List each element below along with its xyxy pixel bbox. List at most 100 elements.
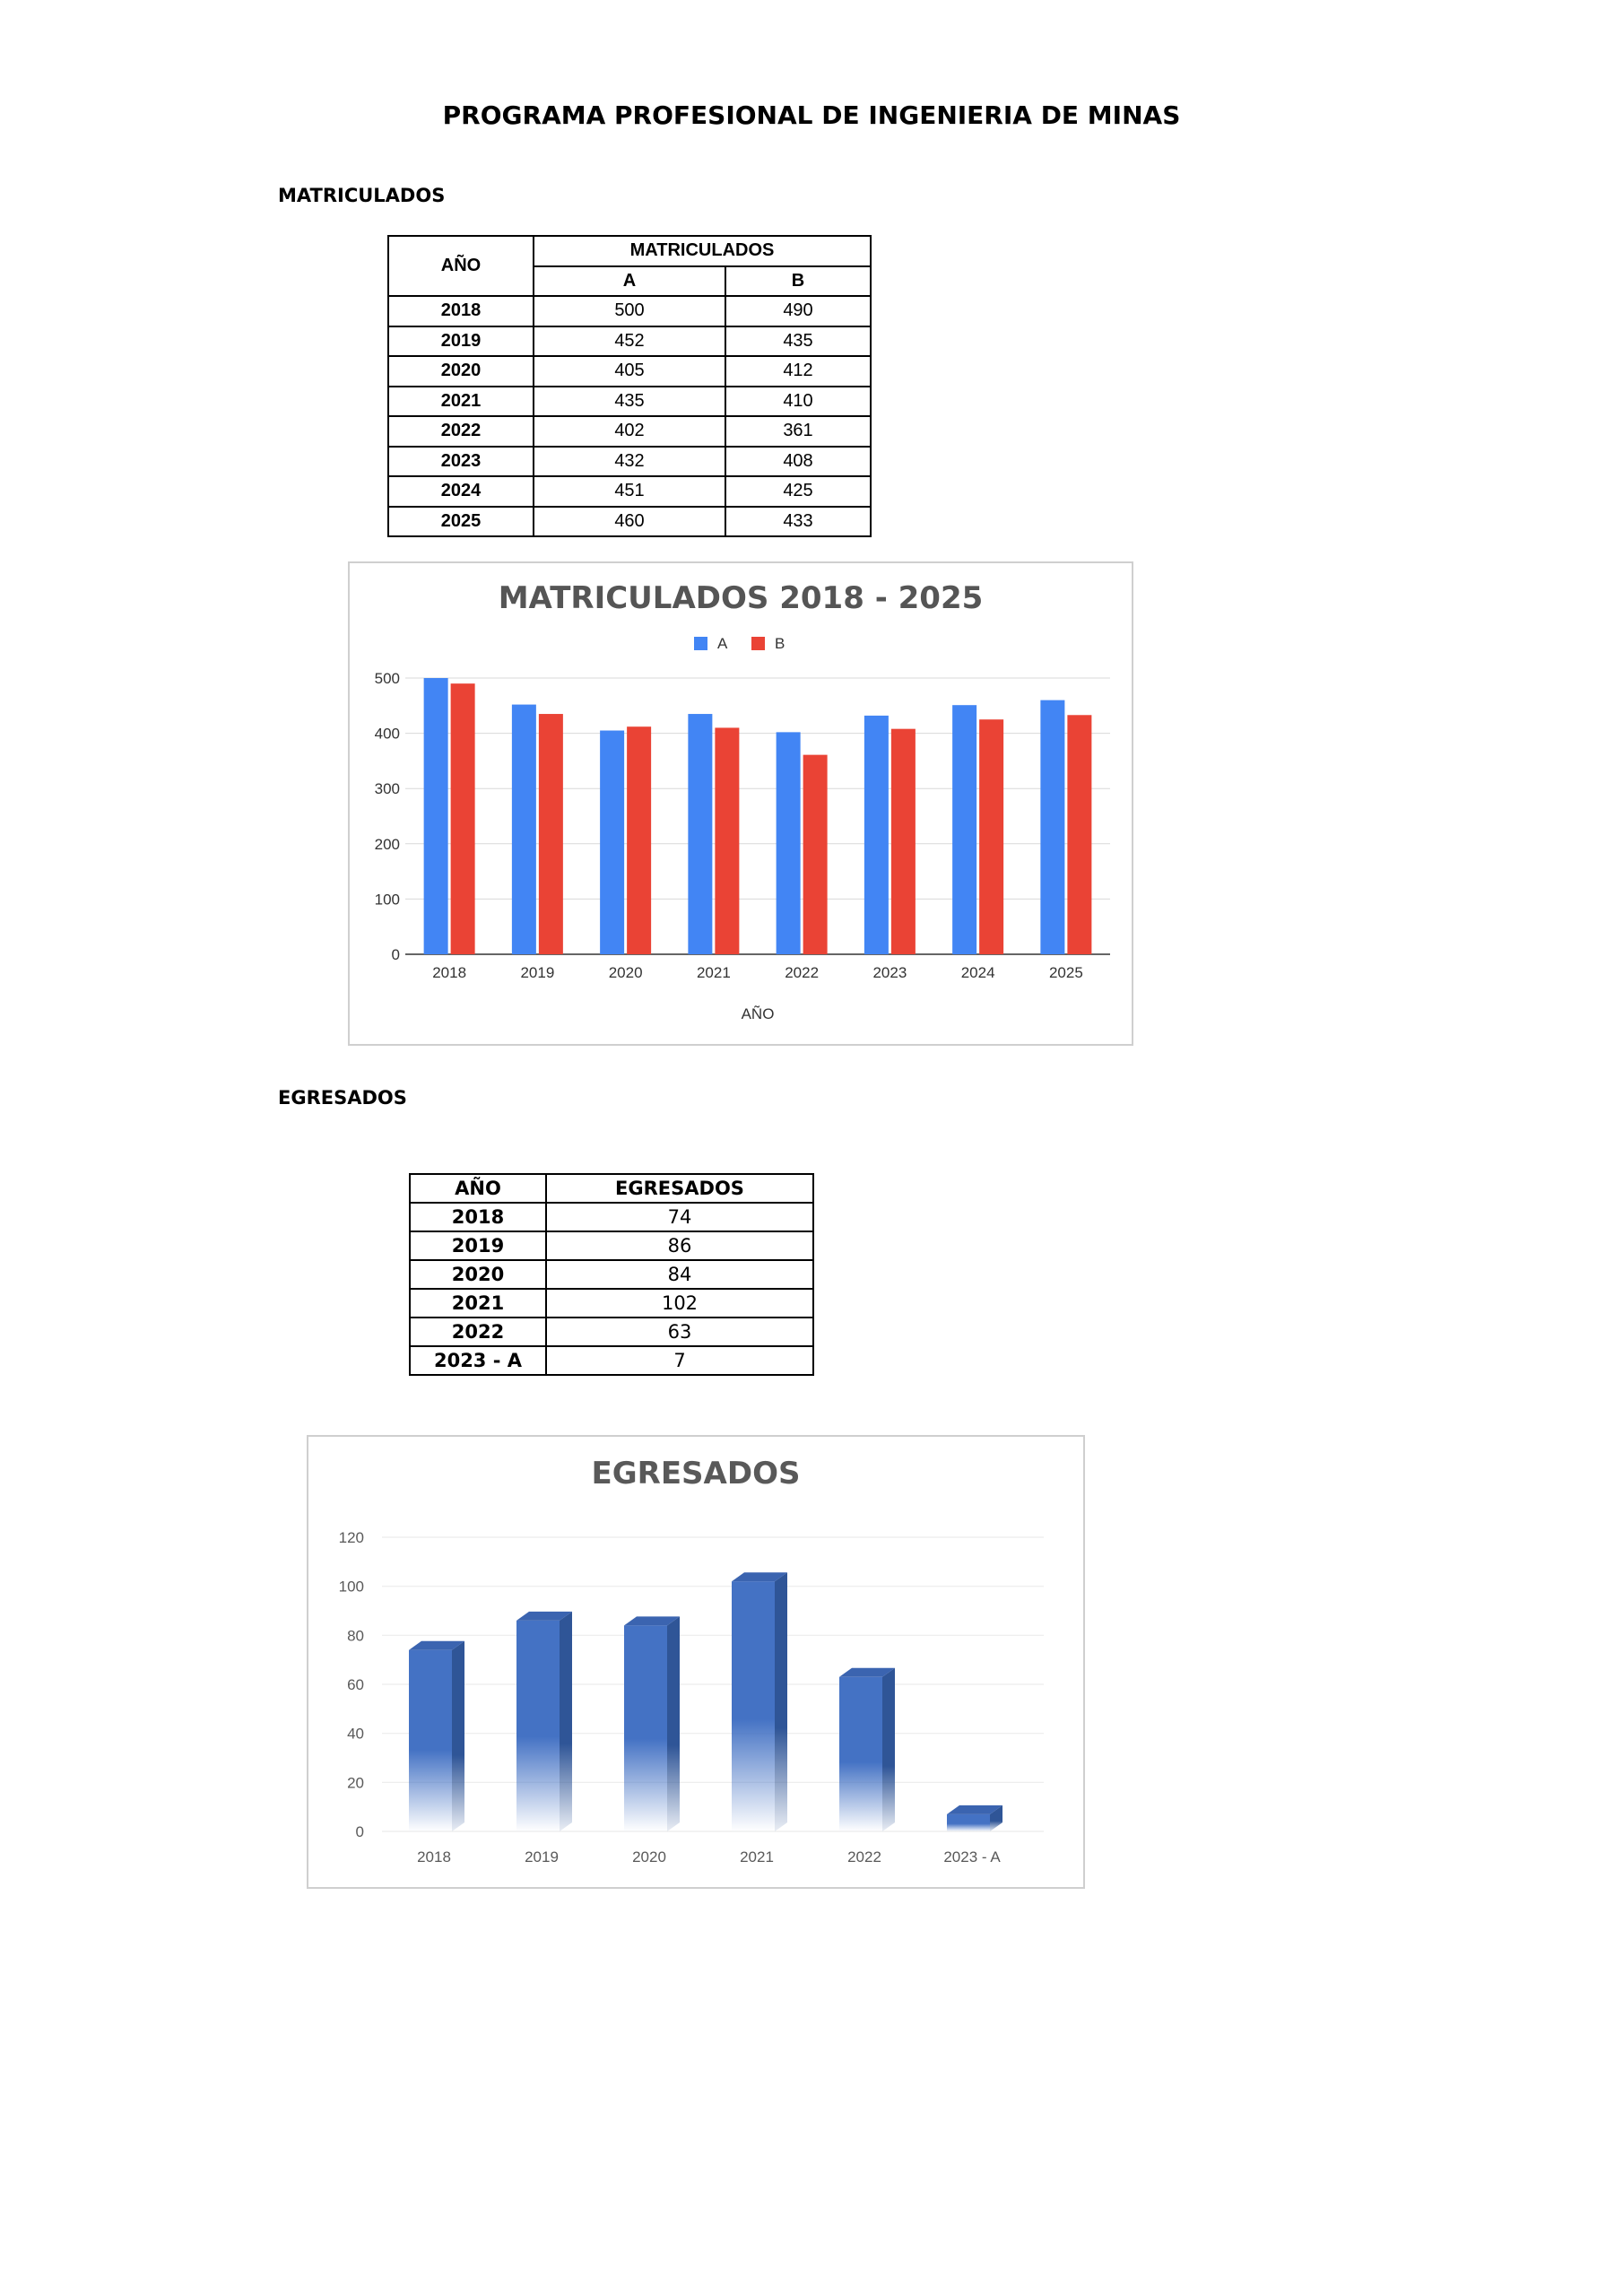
table-header-b: B	[725, 265, 872, 297]
y-tick-label: 400	[375, 726, 400, 743]
bar-b-2021	[715, 727, 740, 954]
x-tick-label: 2019	[525, 1848, 559, 1866]
bar-a-2024	[952, 705, 977, 954]
legend-label-a: A	[717, 635, 728, 652]
table-cell-b: 425	[725, 475, 872, 508]
y-tick-label: 0	[392, 946, 400, 963]
table-cell-b: 433	[725, 505, 872, 537]
table-cell-b: 490	[725, 295, 872, 327]
egresados-bar-chart: EGRESADOS 0 20 40 60 80 100 120 2018 2019 2020 2021…	[339, 1456, 1044, 1866]
table-cell-value: 84	[545, 1259, 814, 1290]
table-row: 2022 63	[409, 1317, 814, 1347]
y-tick-label: 60	[347, 1676, 364, 1693]
bar-side-2021	[775, 1572, 787, 1831]
x-tick-label: 2021	[697, 964, 731, 981]
bar-front-2020	[624, 1625, 667, 1831]
y-tick-label: 40	[347, 1726, 364, 1743]
table-row: 2023 432 408	[387, 445, 872, 477]
table-cell-year: 2020	[409, 1259, 547, 1290]
table-cell-b: 408	[725, 445, 872, 477]
table-row: 2020 405 412	[387, 355, 872, 387]
bar-top-2021	[732, 1572, 787, 1582]
chart-title: EGRESADOS	[592, 1456, 801, 1492]
bar-b-2019	[538, 714, 563, 954]
table-cell-year: 2018	[409, 1202, 547, 1232]
bar-b-2025	[1067, 715, 1092, 954]
table-cell-year: 2025	[387, 505, 534, 537]
bar-b-2024	[979, 719, 1004, 954]
table-cell-b: 410	[725, 385, 872, 417]
egresados-table: AÑO EGRESADOS 2018 74 2019 86 2020 84 2021 1…	[409, 1173, 814, 1376]
matriculados-table: AÑO MATRICULADOS A B 2018 500 490 2019 452 4…	[387, 235, 872, 537]
y-tick-label: 120	[339, 1529, 364, 1546]
bar-side-2018	[452, 1640, 464, 1831]
bar-top-2023 - A	[947, 1805, 1002, 1814]
legend-swatch-b	[751, 637, 765, 650]
table-cell-a: 432	[533, 445, 726, 477]
bar-front-2019	[516, 1620, 560, 1831]
table-row: 2018 74	[409, 1202, 814, 1232]
table-cell-value: 7	[545, 1345, 814, 1376]
section-heading-matriculados: MATRICULADOS	[278, 185, 446, 206]
bar-front-2023 - A	[947, 1813, 990, 1831]
table-row: 2025 460 433	[387, 505, 872, 537]
x-tick-label: 2025	[1049, 964, 1083, 981]
table-row: 2020 84	[409, 1259, 814, 1290]
chart-title: MATRICULADOS 2018 - 2025	[499, 580, 984, 616]
bar-a-2025	[1040, 700, 1065, 954]
table-row: 2022 402 361	[387, 415, 872, 448]
bar-b-2023	[890, 728, 916, 954]
matriculados-chart-frame: MATRICULADOS 2018 - 2025 A B 0 100 200 300 400 5…	[348, 561, 1133, 1046]
table-row: 2021 102	[409, 1288, 814, 1318]
x-tick-label: 2022	[847, 1848, 881, 1866]
x-tick-label: 2019	[520, 964, 554, 981]
table-row: 2018 500 490	[387, 295, 872, 327]
bar-front-2022	[839, 1676, 882, 1831]
y-tick-label: 300	[375, 780, 400, 797]
bar-side-2019	[560, 1611, 572, 1831]
bar-a-2019	[511, 704, 536, 954]
x-tick-label: 2020	[609, 964, 643, 981]
table-cell-value: 63	[545, 1317, 814, 1347]
x-tick-label: 2020	[632, 1848, 666, 1866]
legend-swatch-a	[694, 637, 707, 650]
bar-top-2019	[516, 1611, 572, 1621]
x-tick-label: 2023 - A	[943, 1848, 1001, 1866]
table-cell-year: 2023 - A	[409, 1345, 547, 1376]
y-tick-label: 200	[375, 836, 400, 853]
x-tick-label: 2018	[432, 964, 466, 981]
y-tick-label: 500	[375, 670, 400, 687]
bar-side-2022	[882, 1667, 895, 1831]
table-cell-year: 2019	[387, 325, 534, 357]
table-row: 2024 451 425	[387, 475, 872, 508]
table-cell-year: 2018	[387, 295, 534, 327]
table-row: 2021 435 410	[387, 385, 872, 417]
table-cell-year: 2021	[387, 385, 534, 417]
table-cell-a: 451	[533, 475, 726, 508]
bar-front-2018	[409, 1649, 452, 1831]
x-tick-label: 2021	[740, 1848, 774, 1866]
bar-top-2022	[839, 1667, 895, 1677]
table-cell-value: 86	[545, 1231, 814, 1261]
bar-top-2018	[409, 1640, 464, 1650]
y-tick-label: 100	[339, 1578, 364, 1596]
bar-a-2021	[688, 714, 713, 954]
table-cell-year: 2024	[387, 475, 534, 508]
table-cell-value: 74	[545, 1202, 814, 1232]
bar-top-2020	[624, 1616, 680, 1626]
table-header-matriculados: MATRICULADOS	[533, 235, 872, 267]
table-cell-b: 435	[725, 325, 872, 357]
table-header-year: AÑO	[409, 1173, 547, 1204]
table-header-egresados: EGRESADOS	[545, 1173, 814, 1204]
bar-b-2020	[627, 726, 652, 954]
x-axis-label: AÑO	[742, 1005, 775, 1022]
y-tick-label: 100	[375, 891, 400, 908]
table-cell-a: 452	[533, 325, 726, 357]
bar-side-2020	[667, 1616, 680, 1831]
table-row: 2019 86	[409, 1231, 814, 1261]
x-tick-label: 2022	[785, 964, 819, 981]
table-cell-year: 2022	[387, 415, 534, 448]
egresados-chart-frame: EGRESADOS 0 20 40 60 80 100 120 2018 2019 2020 2021…	[307, 1435, 1085, 1889]
table-cell-year: 2020	[387, 355, 534, 387]
table-cell-year: 2023	[387, 445, 534, 477]
